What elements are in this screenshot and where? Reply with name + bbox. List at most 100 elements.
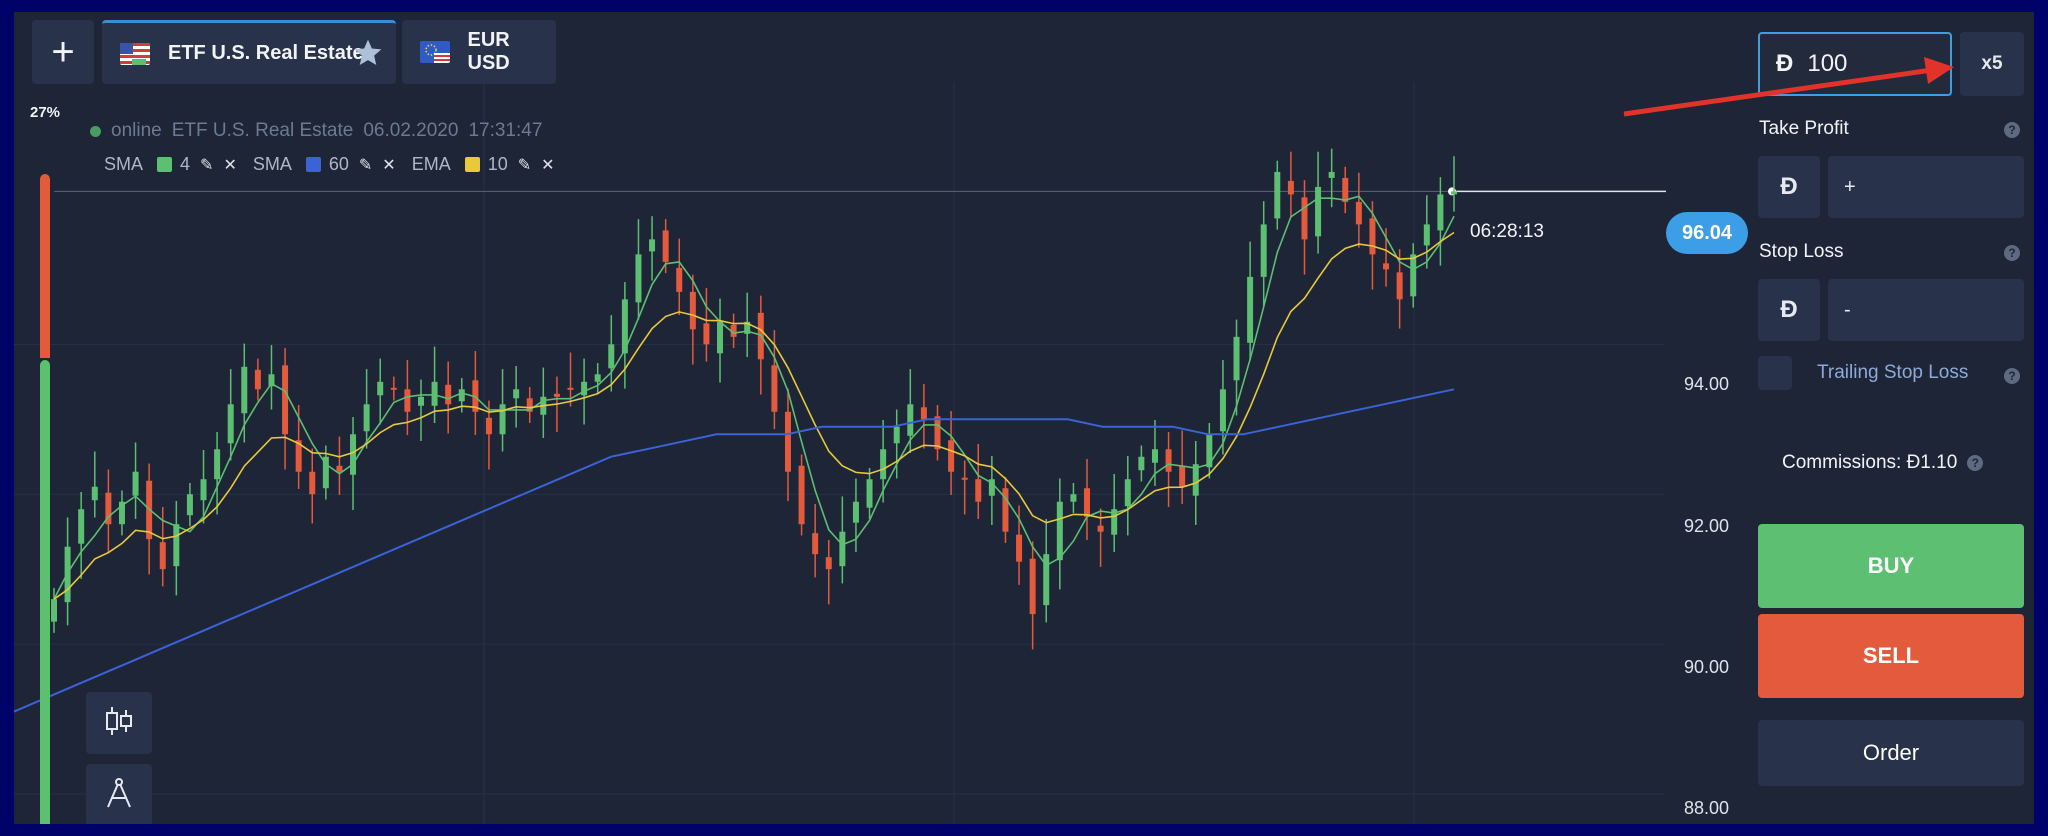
candle xyxy=(254,369,261,390)
currency-symbol: Đ xyxy=(1776,50,1794,77)
currency-symbol: Đ xyxy=(1780,296,1798,323)
candle xyxy=(350,434,357,475)
candle xyxy=(1355,201,1362,225)
candle xyxy=(920,407,927,420)
candle xyxy=(1029,558,1036,615)
stop-loss-value: - xyxy=(1844,298,1851,321)
sell-button[interactable]: SELL xyxy=(1758,614,2024,698)
candle xyxy=(1219,389,1226,432)
indicator-type: SMA xyxy=(252,154,292,174)
pencil-icon[interactable]: ✎ xyxy=(200,156,214,174)
candle xyxy=(1124,479,1131,507)
candle xyxy=(907,404,914,436)
candle xyxy=(404,389,411,412)
candle xyxy=(51,599,57,622)
multiplier-button[interactable]: x5 xyxy=(1960,32,2024,96)
candle xyxy=(662,230,669,262)
indicator-period: 60 xyxy=(328,154,349,174)
candle xyxy=(621,299,628,354)
candle xyxy=(975,479,982,502)
candle xyxy=(1410,254,1417,297)
close-icon[interactable]: ✕ xyxy=(541,156,555,174)
indicator-color-swatch[interactable] xyxy=(305,157,321,172)
candle xyxy=(1111,509,1118,535)
candle xyxy=(1070,494,1077,502)
candle-countdown: 06:28:13 xyxy=(1470,221,1544,242)
amount-input[interactable]: Đ 100 xyxy=(1758,32,1952,96)
candle xyxy=(839,531,846,567)
drawing-tools-button[interactable] xyxy=(86,764,152,824)
price-chart[interactable] xyxy=(14,12,2034,824)
help-icon[interactable]: ? xyxy=(1967,455,1984,471)
candle xyxy=(173,524,180,567)
candle xyxy=(893,426,900,444)
candle xyxy=(159,542,166,570)
candle xyxy=(635,254,642,303)
candle xyxy=(1179,465,1186,487)
tab-etf-us-real-estate[interactable]: ETF U.S. Real Estate xyxy=(102,20,396,84)
candle xyxy=(1206,434,1213,468)
compass-icon xyxy=(102,776,136,815)
candle xyxy=(105,492,112,525)
close-icon[interactable]: ✕ xyxy=(382,156,396,174)
candle xyxy=(526,398,533,412)
help-icon[interactable]: ? xyxy=(2004,245,2020,261)
chart-type-button[interactable] xyxy=(86,692,152,754)
trailing-stop-checkbox[interactable] xyxy=(1758,356,1792,390)
candle xyxy=(78,509,85,544)
help-icon[interactable]: ? xyxy=(2004,368,2020,384)
buy-label: BUY xyxy=(1867,553,1915,578)
take-profit-currency: Đ xyxy=(1758,156,1820,218)
candle xyxy=(649,239,656,252)
stop-loss-input[interactable]: - xyxy=(1828,279,2024,341)
candle xyxy=(1342,177,1349,202)
online-status-icon xyxy=(90,125,101,137)
take-profit-input[interactable]: + xyxy=(1828,156,2024,218)
indicator-legend: SMA 4 ✎ ✕ SMA 60 ✎ ✕ EMA 10 ✎ ✕ xyxy=(104,154,555,175)
candle xyxy=(730,324,737,337)
indicator-color-swatch[interactable] xyxy=(157,157,173,172)
candle xyxy=(1315,186,1322,237)
volume-percent: 27% xyxy=(30,104,61,121)
candle xyxy=(322,456,329,489)
order-button[interactable]: Order xyxy=(1758,720,2024,786)
candle xyxy=(132,471,139,496)
currency-symbol: Đ xyxy=(1780,173,1798,200)
sma-4-line xyxy=(53,195,1455,600)
sma-60-line xyxy=(14,388,1455,713)
candle xyxy=(961,477,968,480)
candle xyxy=(1165,449,1172,472)
candle xyxy=(1287,180,1294,195)
close-icon[interactable]: ✕ xyxy=(223,156,237,174)
candle xyxy=(1369,218,1376,255)
stop-loss-currency: Đ xyxy=(1758,279,1820,341)
candle xyxy=(336,465,343,472)
candle xyxy=(390,387,397,390)
candle xyxy=(1043,554,1050,606)
candle xyxy=(513,389,520,399)
candle xyxy=(1247,276,1254,343)
candle xyxy=(1097,525,1104,532)
tab-eur-usd[interactable]: EUR USD xyxy=(402,20,556,84)
eu-flag-icon xyxy=(420,41,450,63)
star-icon[interactable] xyxy=(352,37,384,75)
buy-button[interactable]: BUY xyxy=(1758,524,2024,608)
chart-date: 06.02.2020 xyxy=(363,120,459,141)
candle xyxy=(1138,456,1145,471)
add-tab-button[interactable]: + xyxy=(32,20,94,84)
candle xyxy=(200,479,207,501)
instrument-name: ETF U.S. Real Estate xyxy=(171,120,354,141)
candle xyxy=(377,381,384,396)
trailing-stop-label[interactable]: Trailing Stop Loss xyxy=(1817,362,1969,383)
tab-label: EUR USD xyxy=(467,29,510,74)
candle xyxy=(309,471,316,495)
pencil-icon[interactable]: ✎ xyxy=(358,156,373,174)
indicator-color-swatch[interactable] xyxy=(464,157,480,172)
candle xyxy=(1437,194,1444,231)
chart-time: 17:31:47 xyxy=(468,120,543,141)
y-axis-label: 94.00 xyxy=(1684,374,1730,394)
candle xyxy=(295,440,302,472)
pencil-icon[interactable]: ✎ xyxy=(517,156,532,174)
help-icon[interactable]: ? xyxy=(2004,122,2020,138)
candle xyxy=(812,533,819,555)
